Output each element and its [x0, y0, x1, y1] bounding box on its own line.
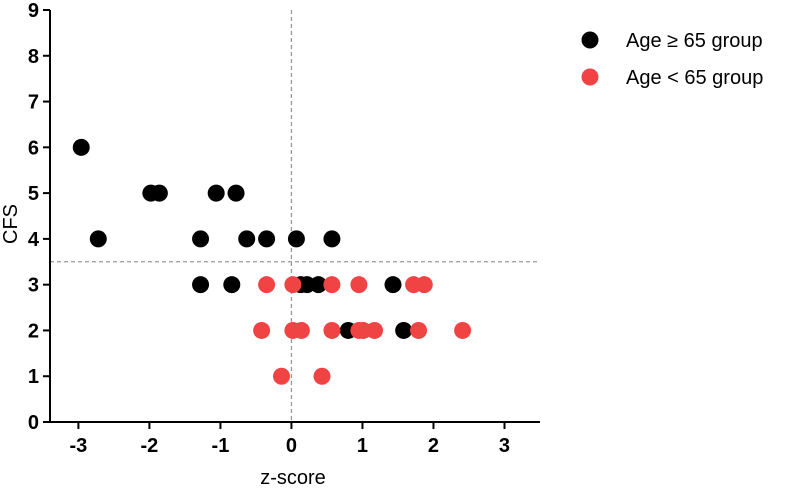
x-tick-label: 3 — [499, 435, 510, 457]
y-tick-label: 7 — [28, 92, 39, 114]
data-point — [366, 321, 384, 339]
legend-marker — [581, 31, 599, 49]
data-point — [323, 276, 341, 294]
data-point — [227, 184, 245, 202]
data-point — [395, 321, 413, 339]
legend-label: Age < 65 group — [626, 67, 763, 89]
data-points — [72, 138, 472, 385]
x-tick-label: -2 — [141, 435, 159, 457]
y-tick-label: 1 — [28, 366, 39, 388]
y-tick-label: 8 — [28, 46, 39, 68]
data-point — [410, 321, 428, 339]
y-tick-label: 2 — [28, 320, 39, 342]
x-axis-title: z-score — [260, 467, 326, 489]
reference-lines — [50, 10, 540, 422]
data-point — [192, 276, 210, 294]
data-point — [292, 321, 310, 339]
y-tick-label: 6 — [28, 137, 39, 159]
legend: Age ≥ 65 group Age < 65 group — [581, 30, 763, 89]
x-tick-label: 1 — [357, 435, 368, 457]
axes: 0 1 2 3 4 5 6 7 8 9 -3 -2 -1 0 1 2 3 — [28, 0, 540, 457]
data-point — [258, 276, 276, 294]
legend-label: Age ≥ 65 group — [626, 30, 763, 52]
data-point — [313, 367, 331, 385]
y-axis-title: CFS — [0, 204, 22, 244]
x-tick-label: 2 — [428, 435, 439, 457]
data-point — [273, 367, 291, 385]
y-tick-label: 3 — [28, 275, 39, 297]
data-point — [384, 276, 402, 294]
data-point — [192, 230, 210, 248]
x-tick-label: 0 — [286, 435, 297, 457]
data-point — [238, 230, 256, 248]
data-point — [72, 138, 90, 156]
x-tick-label: -1 — [212, 435, 230, 457]
y-tick-label: 0 — [28, 412, 39, 434]
series-age-under-65 — [253, 276, 472, 385]
data-point — [253, 321, 271, 339]
data-point — [258, 230, 276, 248]
x-tick-label: -3 — [70, 435, 88, 457]
data-point — [323, 230, 341, 248]
data-point — [350, 276, 368, 294]
series-age-65-and-over — [72, 138, 413, 339]
data-point — [323, 321, 341, 339]
data-point — [415, 276, 433, 294]
data-point — [207, 184, 225, 202]
data-point — [454, 321, 472, 339]
data-point — [223, 276, 241, 294]
data-point — [284, 276, 302, 294]
data-point — [309, 276, 327, 294]
legend-marker — [581, 68, 599, 86]
y-tick-label: 9 — [28, 0, 39, 22]
data-point — [89, 230, 107, 248]
y-tick-label: 4 — [28, 229, 40, 251]
data-point — [287, 230, 305, 248]
y-tick-label: 5 — [28, 183, 39, 205]
data-point — [150, 184, 168, 202]
